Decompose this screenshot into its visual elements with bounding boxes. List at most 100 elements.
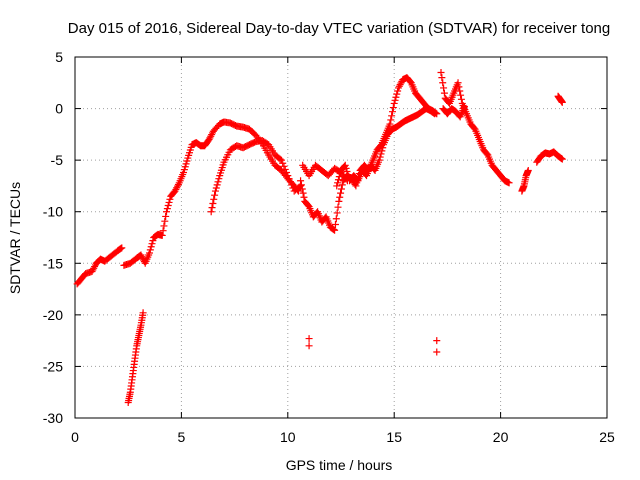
data-point <box>457 91 465 99</box>
data-point <box>165 198 173 206</box>
data-point <box>288 181 296 189</box>
plot-frame <box>74 56 608 419</box>
data-point <box>392 93 400 101</box>
data-point <box>470 124 478 132</box>
data-point <box>394 84 402 92</box>
data-point <box>330 226 338 234</box>
data-point <box>162 212 170 220</box>
data-point <box>211 187 219 195</box>
data-point <box>211 191 219 199</box>
data-point <box>396 81 404 89</box>
data-point <box>331 226 339 234</box>
data-point <box>505 179 513 187</box>
x-tick-label: 25 <box>599 429 615 445</box>
data-point <box>173 184 181 192</box>
data-point <box>215 175 223 183</box>
data-point <box>172 185 180 193</box>
y-axis: 5 0 -5 -10 -15 -20 -25 -30 <box>43 49 607 426</box>
data-point <box>454 79 462 87</box>
data-point <box>163 205 171 213</box>
data-point <box>281 165 289 173</box>
data-point <box>207 132 215 140</box>
y-axis-label: SDTVAR / TECUs <box>7 182 23 294</box>
data-point <box>209 199 217 207</box>
x-tick-label: 0 <box>71 429 79 445</box>
data-point <box>334 179 342 187</box>
data-point <box>395 82 403 90</box>
data-point <box>379 144 387 152</box>
data-point <box>334 203 342 211</box>
data-point <box>386 120 394 128</box>
data-point <box>524 166 532 174</box>
data-point <box>286 178 294 186</box>
data-point <box>433 348 441 356</box>
data-point <box>89 266 97 274</box>
series-trace-g <box>299 161 351 185</box>
data-point <box>277 156 285 164</box>
data-point <box>376 153 384 161</box>
data-point <box>388 112 396 120</box>
data-point <box>438 74 446 82</box>
data-point <box>343 167 351 175</box>
data-point <box>166 195 174 203</box>
data-point <box>457 95 465 103</box>
data-point <box>138 253 146 261</box>
data-point <box>91 263 99 271</box>
x-tick-label: 15 <box>386 429 402 445</box>
data-point <box>90 264 98 272</box>
data-point <box>174 180 182 188</box>
data-point <box>299 189 307 197</box>
x-tick-label: 10 <box>280 429 296 445</box>
data-point <box>160 222 168 230</box>
data-point <box>389 104 397 112</box>
data-point <box>276 155 284 163</box>
data-point <box>406 78 414 86</box>
data-point <box>304 202 312 210</box>
data-point <box>391 96 399 104</box>
data-point <box>118 244 126 252</box>
data-point <box>375 156 383 164</box>
data-point <box>329 225 337 233</box>
series-trace-h <box>437 68 513 187</box>
data-point <box>214 178 222 186</box>
data-point <box>159 227 167 235</box>
data-point <box>205 136 213 144</box>
data-point <box>210 195 218 203</box>
data-point <box>279 159 287 167</box>
data-point <box>351 180 359 188</box>
data-point <box>557 154 565 162</box>
series-trace-b <box>120 118 302 269</box>
y-tick-label: -15 <box>43 255 63 271</box>
data-point <box>331 221 339 229</box>
data-point <box>300 193 308 201</box>
data-point <box>456 87 464 95</box>
data-point <box>207 208 215 216</box>
data-point <box>117 244 125 252</box>
data-point <box>378 147 386 155</box>
data-point <box>433 337 441 345</box>
data-point <box>460 103 468 111</box>
data-point <box>431 110 439 118</box>
series-trace-e <box>297 74 441 234</box>
data-point <box>297 177 305 185</box>
data-point <box>393 90 401 98</box>
data-point <box>352 182 360 190</box>
data-point <box>337 189 345 197</box>
series-trace-i <box>439 103 468 121</box>
data-point <box>394 87 402 95</box>
x-tick-label: 5 <box>178 429 186 445</box>
y-tick-label: -20 <box>43 307 63 323</box>
data-point <box>437 68 445 76</box>
data-point <box>483 150 491 158</box>
data-point <box>332 215 340 223</box>
data-point <box>146 246 154 254</box>
data-point <box>212 184 220 192</box>
data-point <box>341 161 349 169</box>
data-point <box>334 176 342 184</box>
data-point <box>305 335 313 343</box>
data-point <box>430 109 438 117</box>
y-tick-label: 0 <box>55 101 63 117</box>
x-axis-label: GPS time / hours <box>286 457 393 473</box>
data-point <box>283 169 291 177</box>
